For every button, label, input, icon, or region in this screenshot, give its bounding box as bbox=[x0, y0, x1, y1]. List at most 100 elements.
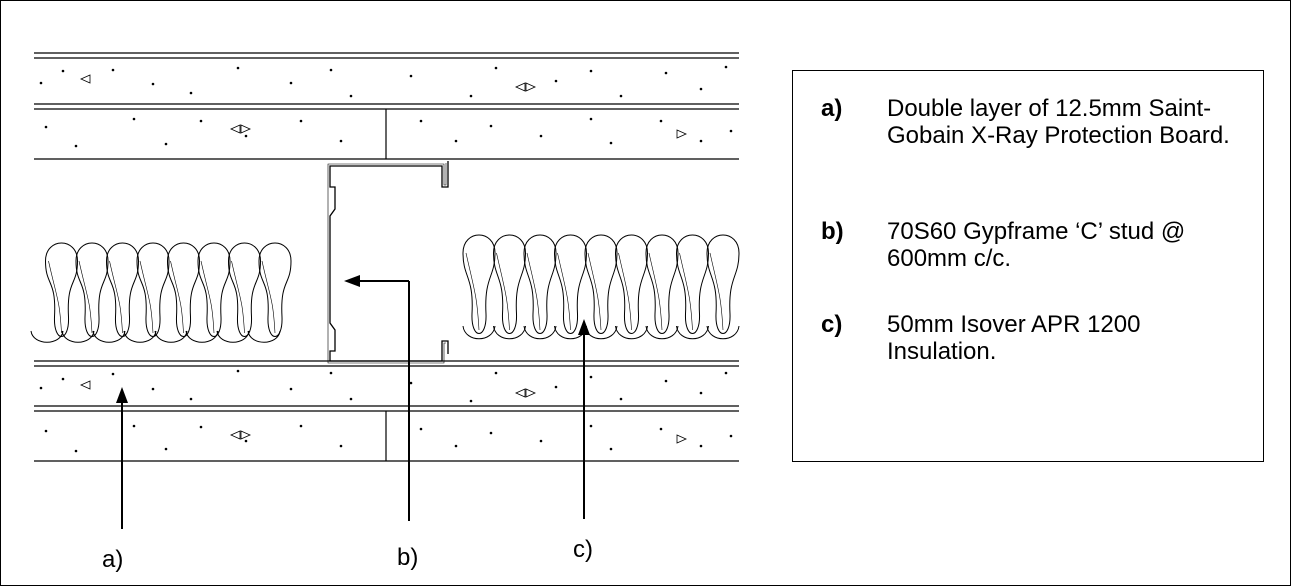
insulation-lobe bbox=[553, 234, 588, 334]
aggregate-dot bbox=[609, 141, 613, 145]
key-text-a: Double layer of 12.5mm Saint-Gobain X-Ra… bbox=[887, 95, 1230, 149]
insulation-fibre bbox=[465, 252, 480, 331]
aggregate-dot bbox=[619, 94, 623, 98]
insulation-lobe bbox=[44, 242, 79, 337]
leader-b-arrow bbox=[344, 275, 410, 521]
aggregate-dot bbox=[589, 424, 593, 428]
insulation-lobe bbox=[136, 242, 170, 337]
insulation-lobe-bottom bbox=[30, 330, 64, 343]
aggregate-dot bbox=[349, 397, 353, 401]
aggregate-dot bbox=[454, 444, 458, 448]
insulation-lobe bbox=[584, 234, 618, 334]
insulation-fibre bbox=[587, 252, 602, 331]
aggregate-dot bbox=[419, 427, 423, 431]
insulation-fibre bbox=[48, 260, 62, 334]
aggregate-dot bbox=[489, 124, 493, 128]
aggregate-dot bbox=[164, 142, 168, 146]
insulation-lobe bbox=[614, 234, 649, 334]
aggregate-dot bbox=[164, 447, 168, 451]
aggregate-dot bbox=[699, 444, 703, 448]
insulation-lobe bbox=[492, 234, 527, 334]
aggregate-dot bbox=[609, 447, 613, 451]
aggregate-dot bbox=[729, 434, 733, 438]
callout-c-label: c) bbox=[573, 536, 593, 563]
aggregate-dot bbox=[244, 439, 248, 443]
aggregate-triangle bbox=[515, 82, 526, 92]
aggregate-dot bbox=[659, 427, 663, 431]
aggregate-dot bbox=[329, 68, 333, 72]
insulation-fibre bbox=[78, 260, 93, 334]
insulation-fibre bbox=[200, 260, 215, 334]
insulation-fibre bbox=[679, 252, 693, 331]
aggregate-dot bbox=[244, 134, 248, 138]
aggregate-dot bbox=[659, 119, 663, 123]
aggregate-dot bbox=[111, 68, 115, 72]
insulation-lobe-bottom bbox=[216, 330, 250, 343]
insulation-fibre bbox=[557, 252, 571, 331]
aggregate-dot bbox=[289, 387, 293, 391]
key-box: a) Double layer of 12.5mm Saint-Gobain X… bbox=[792, 70, 1264, 462]
insulation-lobe-bottom bbox=[645, 325, 679, 340]
aggregate-triangle bbox=[676, 129, 687, 139]
aggregate-dot bbox=[494, 66, 498, 70]
aggregate-dot bbox=[236, 369, 240, 373]
key-letter-a: a) bbox=[821, 95, 843, 122]
aggregate-dot bbox=[132, 117, 136, 121]
insulation-fibre bbox=[709, 252, 724, 331]
aggregate-dot bbox=[724, 371, 728, 375]
aggregate-dot bbox=[44, 429, 48, 433]
aggregate-dot bbox=[236, 66, 240, 70]
key-letter-c: c) bbox=[821, 311, 843, 338]
aggregate-dot bbox=[589, 69, 593, 73]
insulation-fibre bbox=[496, 252, 510, 331]
insulation-lobe-bottom bbox=[185, 330, 219, 343]
aggregate-dot bbox=[61, 69, 65, 73]
aggregate-dot bbox=[151, 387, 155, 391]
callout-b-label: b) bbox=[397, 544, 418, 571]
aggregate-dot bbox=[554, 79, 558, 83]
insulation-lobe-bottom bbox=[493, 325, 526, 340]
insulation-lobe bbox=[523, 234, 557, 334]
aggregate-dot bbox=[699, 87, 703, 91]
aggregate-dot bbox=[619, 397, 623, 401]
aggregate-dot bbox=[699, 139, 703, 143]
aggregate-dot bbox=[454, 139, 458, 143]
aggregate-dot bbox=[589, 117, 593, 121]
aggregate-dot bbox=[419, 119, 423, 123]
aggregate-dot bbox=[664, 71, 668, 75]
insulation-lobe bbox=[75, 242, 109, 337]
aggregate-dot bbox=[74, 449, 78, 453]
aggregate-triangle bbox=[80, 74, 91, 84]
aggregate-triangle bbox=[676, 434, 687, 444]
insulation-lobe-bottom bbox=[462, 325, 496, 340]
aggregate-dot bbox=[554, 385, 558, 389]
insulation-lobe-bottom bbox=[154, 330, 188, 343]
insulation-lobe bbox=[258, 242, 292, 337]
aggregate-triangle bbox=[240, 430, 251, 440]
callout-a-label: a) bbox=[102, 546, 123, 573]
aggregate-dot bbox=[539, 439, 543, 443]
aggregate-dot bbox=[489, 431, 493, 435]
aggregate-dot bbox=[699, 391, 703, 395]
aggregate-triangle bbox=[230, 124, 241, 134]
insulation-fibre bbox=[618, 252, 632, 331]
aggregate-dot bbox=[132, 424, 136, 428]
insulation-fibre bbox=[231, 260, 245, 334]
insulation-lobe bbox=[706, 234, 740, 334]
board-aggregate-texture bbox=[39, 65, 733, 453]
aggregate-triangle bbox=[525, 388, 536, 398]
insulation-lobe bbox=[227, 242, 262, 337]
plasterboard-layers bbox=[34, 52, 739, 462]
insulation-lobe bbox=[675, 234, 710, 334]
insulation-lobe bbox=[105, 242, 140, 337]
aggregate-triangle bbox=[515, 388, 526, 398]
insulation-batts bbox=[30, 234, 740, 343]
aggregate-dot bbox=[74, 144, 78, 148]
aggregate-dot bbox=[409, 74, 413, 78]
aggregate-dot bbox=[189, 91, 193, 95]
aggregate-dot bbox=[339, 139, 343, 143]
leader-a-arrow bbox=[116, 387, 128, 529]
aggregate-dot bbox=[409, 381, 413, 385]
